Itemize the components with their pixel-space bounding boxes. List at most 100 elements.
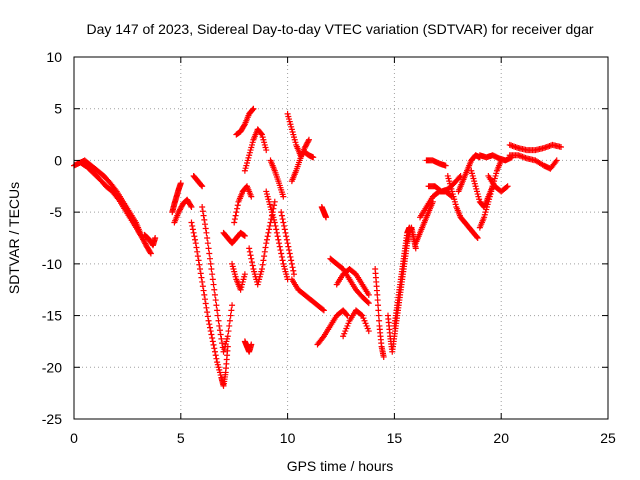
data-point bbox=[198, 182, 205, 189]
data-point bbox=[272, 222, 279, 229]
data-point bbox=[234, 202, 241, 209]
data-point bbox=[258, 266, 265, 273]
chart-title: Day 147 of 2023, Sidereal Day-to-day VTE… bbox=[86, 21, 593, 37]
data-point bbox=[177, 180, 184, 187]
series-arc-7 bbox=[188, 219, 231, 389]
x-tick-label: 10 bbox=[280, 430, 296, 446]
data-point bbox=[200, 212, 207, 219]
series-arc-10 bbox=[231, 183, 255, 226]
data-point bbox=[211, 345, 218, 352]
data-point bbox=[249, 106, 256, 113]
data-point bbox=[208, 331, 215, 338]
data-point bbox=[202, 221, 209, 228]
data-point bbox=[202, 300, 209, 307]
data-point bbox=[278, 250, 285, 257]
data-point bbox=[214, 312, 221, 319]
x-tick-label: 5 bbox=[177, 430, 185, 446]
data-point bbox=[248, 193, 255, 200]
data-point bbox=[189, 222, 196, 229]
data-point bbox=[365, 291, 372, 298]
data-point bbox=[241, 271, 248, 278]
data-point bbox=[288, 260, 295, 267]
series-arc-39 bbox=[476, 152, 515, 164]
data-point bbox=[473, 234, 480, 241]
data-point bbox=[319, 306, 326, 313]
data-point bbox=[152, 235, 159, 241]
series-arc-16 bbox=[263, 188, 291, 283]
data-point bbox=[199, 208, 206, 215]
data-point bbox=[227, 312, 234, 319]
series-arc-22 bbox=[318, 203, 330, 221]
series-arc-35 bbox=[455, 152, 483, 195]
series-arc-17 bbox=[267, 157, 287, 200]
data-point bbox=[278, 212, 285, 219]
data-point bbox=[209, 271, 216, 278]
data-point bbox=[203, 229, 210, 236]
data-point bbox=[260, 257, 267, 264]
data-point bbox=[275, 236, 282, 243]
data-point bbox=[261, 253, 268, 260]
data-point bbox=[226, 317, 233, 324]
x-axis-label: GPS time / hours bbox=[287, 458, 394, 474]
data-point bbox=[319, 334, 326, 341]
data-point bbox=[278, 209, 285, 216]
data-point bbox=[274, 233, 281, 240]
data-point bbox=[273, 229, 280, 236]
data-point bbox=[206, 321, 213, 328]
data-point bbox=[208, 266, 215, 273]
data-point bbox=[375, 312, 382, 319]
data-point bbox=[194, 253, 201, 260]
data-point bbox=[380, 353, 387, 360]
data-point bbox=[442, 162, 449, 169]
data-point bbox=[234, 205, 241, 212]
data-point bbox=[277, 247, 284, 254]
y-tick-label: -25 bbox=[42, 411, 62, 427]
data-point bbox=[212, 352, 219, 359]
data-point bbox=[213, 302, 220, 309]
data-point bbox=[474, 235, 481, 241]
data-point bbox=[206, 255, 213, 262]
data-point bbox=[197, 270, 204, 277]
data-point bbox=[343, 311, 350, 318]
data-point bbox=[192, 236, 199, 243]
data-point bbox=[374, 297, 381, 304]
data-point bbox=[241, 232, 248, 239]
data-point bbox=[290, 267, 297, 274]
data-point bbox=[215, 317, 222, 324]
data-point bbox=[214, 307, 221, 314]
data-point bbox=[197, 266, 204, 273]
series-arc-1 bbox=[71, 159, 154, 257]
data-point bbox=[233, 209, 240, 216]
x-tick-label: 15 bbox=[387, 430, 403, 446]
data-point bbox=[205, 245, 212, 252]
data-point bbox=[280, 219, 287, 226]
data-point bbox=[263, 240, 270, 247]
data-point bbox=[211, 286, 218, 293]
data-point bbox=[202, 296, 209, 303]
data-point bbox=[196, 261, 203, 268]
data-point bbox=[374, 291, 381, 298]
data-point bbox=[358, 311, 365, 318]
data-point bbox=[249, 259, 255, 266]
data-point bbox=[266, 226, 273, 233]
data-point bbox=[280, 193, 287, 200]
data-point bbox=[194, 248, 201, 255]
data-point bbox=[284, 240, 291, 247]
data-point bbox=[217, 331, 224, 338]
data-point bbox=[281, 226, 288, 233]
data-point bbox=[258, 130, 265, 137]
data-point bbox=[228, 307, 235, 314]
data-point bbox=[207, 260, 214, 267]
y-tick-label: -10 bbox=[42, 256, 62, 272]
data-point bbox=[190, 229, 197, 236]
data-point bbox=[249, 262, 256, 269]
series-arc-13 bbox=[241, 126, 270, 174]
data-point bbox=[266, 222, 273, 229]
data-point bbox=[137, 229, 144, 236]
data-point bbox=[323, 214, 330, 221]
data-point bbox=[216, 327, 223, 334]
y-tick-label: -20 bbox=[42, 359, 62, 375]
y-tick-label: -15 bbox=[42, 308, 62, 324]
data-point bbox=[231, 216, 238, 223]
series-arc-6 bbox=[190, 172, 206, 190]
